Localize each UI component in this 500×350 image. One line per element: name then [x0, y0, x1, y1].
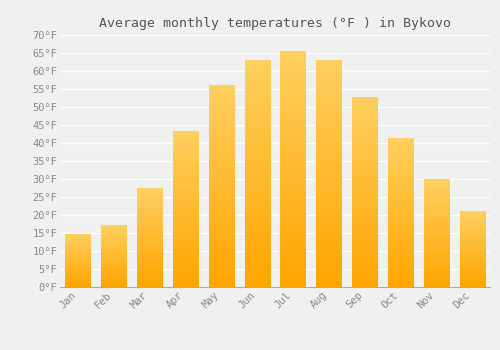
Title: Average monthly temperatures (°F ) in Bykovo: Average monthly temperatures (°F ) in By…: [99, 17, 451, 30]
